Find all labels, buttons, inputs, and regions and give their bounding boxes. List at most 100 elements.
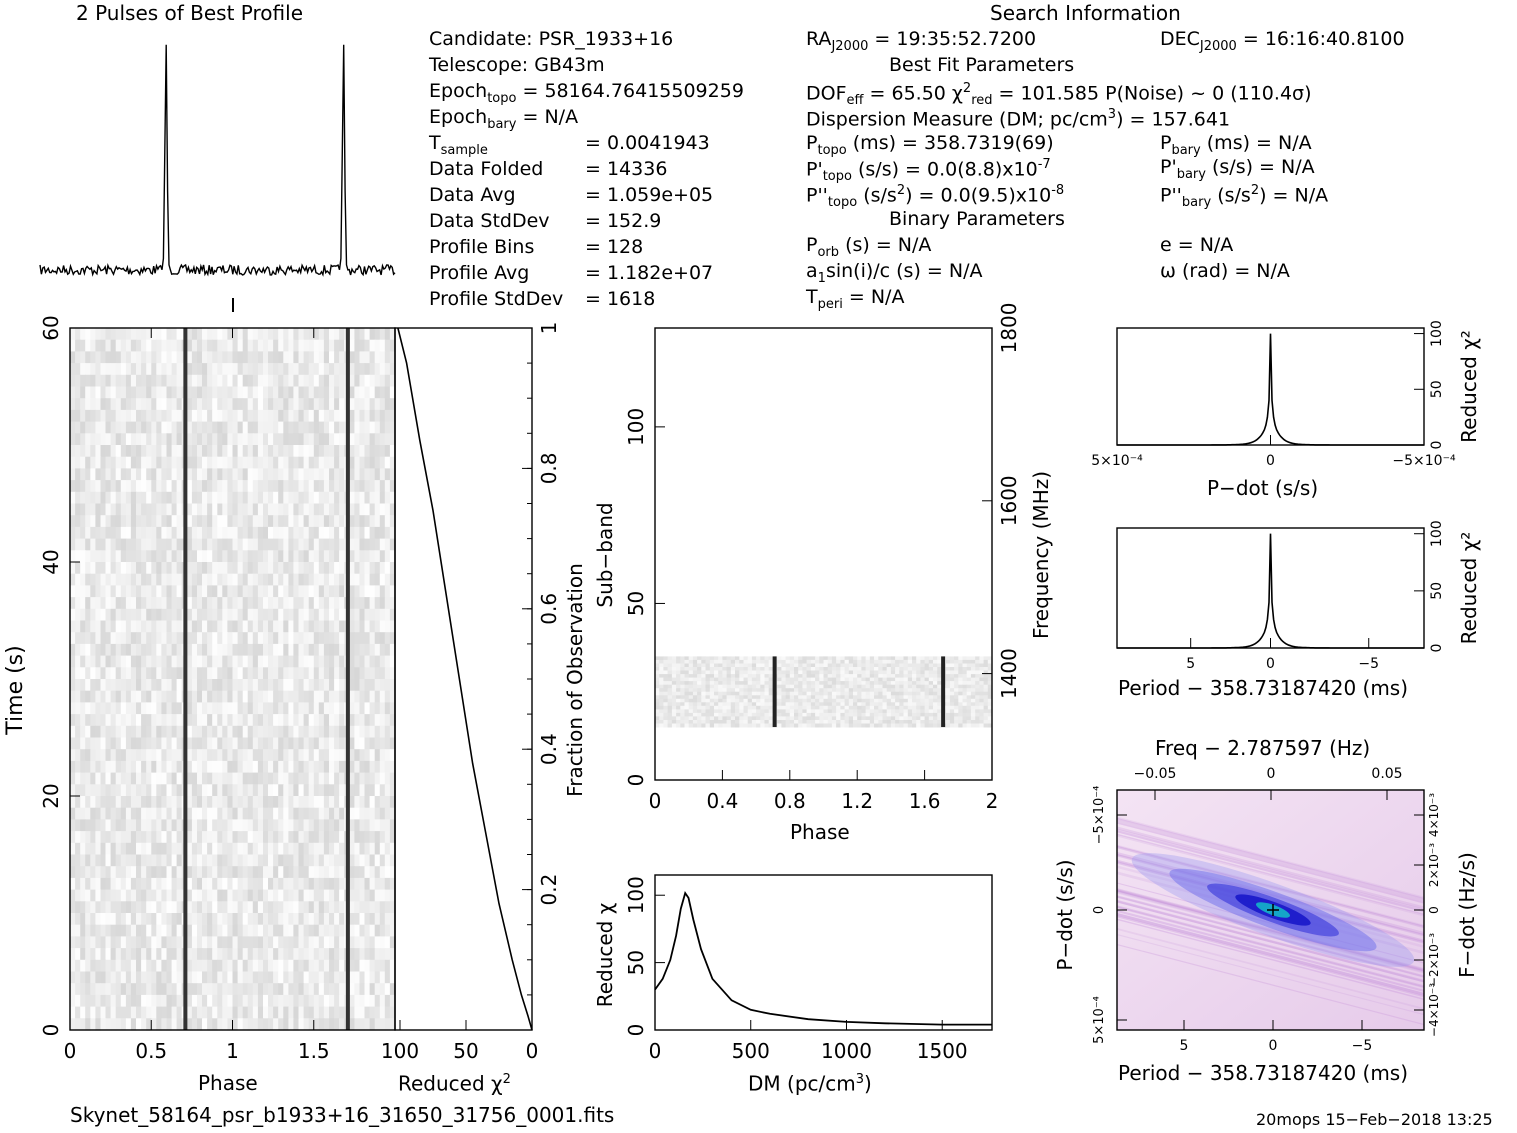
heat-cell <box>288 386 295 399</box>
heat-cell <box>136 433 142 446</box>
heat-cell <box>308 936 315 949</box>
heat-cell <box>242 796 249 809</box>
heat-cell <box>176 374 183 388</box>
heat-cell <box>120 339 127 352</box>
subband-cell <box>949 702 955 707</box>
heat-cell <box>212 796 218 809</box>
heat-cell <box>90 491 96 505</box>
heat-cell <box>186 538 193 551</box>
subband-cell <box>815 674 820 679</box>
heat-cell <box>120 679 127 692</box>
heat-cell <box>186 877 193 891</box>
heat-cell <box>146 643 152 657</box>
heat-cell <box>130 948 137 961</box>
subband-cell <box>768 670 774 675</box>
heat-cell <box>273 620 279 633</box>
heat-cell <box>369 491 376 505</box>
subband-cell <box>874 688 879 693</box>
heat-cell <box>120 468 127 481</box>
heat-cell <box>197 620 203 633</box>
heat-cell <box>110 924 117 937</box>
heat-cell <box>85 725 91 739</box>
heat-cell <box>197 386 203 399</box>
heat-cell <box>308 597 315 610</box>
heat-cell <box>232 831 239 844</box>
subband-cell <box>857 684 862 689</box>
heat-cell <box>191 445 198 458</box>
heat-cell <box>136 445 142 458</box>
heat-cell <box>176 702 183 715</box>
heat-cell <box>151 339 157 352</box>
subband-cell <box>806 688 812 693</box>
heat-cell <box>120 480 127 493</box>
heat-cell <box>323 655 330 668</box>
subband-cell <box>823 702 829 707</box>
subband-cell <box>676 698 681 703</box>
heat-cell <box>217 386 223 399</box>
heat-cell <box>257 901 264 914</box>
heat-cell <box>191 386 198 399</box>
subband-cell <box>739 681 744 686</box>
subband-cell <box>878 674 883 679</box>
heat-cell <box>252 468 259 481</box>
heat-cell <box>374 760 381 774</box>
subband-cell <box>874 656 879 661</box>
heat-cell <box>384 889 391 902</box>
subband-cell <box>895 695 900 700</box>
heat-cell <box>161 760 168 774</box>
subband-cell <box>827 677 833 682</box>
heat-cell <box>156 877 162 891</box>
subband-cell <box>701 677 706 682</box>
subband-cell <box>806 691 812 696</box>
heat-cell <box>293 866 300 879</box>
heat-cell <box>161 679 168 692</box>
subband-cell <box>688 695 694 700</box>
heat-cell <box>374 994 381 1008</box>
subband-cell <box>831 659 837 664</box>
heat-cell <box>85 760 91 774</box>
heat-cell <box>318 913 325 926</box>
heat-cell <box>141 831 147 844</box>
heat-cell <box>80 819 86 832</box>
heat-cell <box>354 585 361 598</box>
subband-cell <box>853 698 858 703</box>
heat-cell <box>329 796 335 809</box>
heat-cell <box>288 831 295 844</box>
heat-cell <box>120 983 127 996</box>
heat-cell <box>334 714 340 727</box>
heat-cell <box>349 573 355 586</box>
subband-cell <box>684 667 690 671</box>
subband-cell <box>655 702 660 707</box>
subband-cell <box>920 667 926 671</box>
subband-cell <box>874 691 879 696</box>
heat-cell <box>323 690 330 703</box>
heat-cell <box>202 1006 208 1019</box>
subband-cell <box>676 659 681 664</box>
heat-cell <box>247 351 254 364</box>
subband-cell <box>983 698 989 703</box>
heat-cell <box>105 737 112 750</box>
heat-cell <box>313 714 320 727</box>
heat-cell <box>247 1006 254 1019</box>
subband-cell <box>756 698 761 703</box>
heat-cell <box>334 1018 340 1031</box>
heat-cell <box>384 936 391 949</box>
heat-cell <box>384 643 391 657</box>
heat-cell <box>329 655 335 668</box>
heat-cell <box>323 620 330 633</box>
heat-cell <box>359 503 366 516</box>
heat-cell <box>369 363 376 376</box>
heat-cell <box>227 702 234 715</box>
subband-cell <box>823 688 829 693</box>
heat-cell <box>161 772 168 785</box>
subband-cell <box>844 695 850 700</box>
heat-cell <box>364 690 371 703</box>
heat-cell <box>359 714 366 727</box>
heat-cell <box>308 573 315 586</box>
heat-cell <box>323 632 330 645</box>
subband-cell <box>671 674 677 679</box>
heat-cell <box>283 526 289 540</box>
subband-cell <box>705 684 711 689</box>
heat-cell <box>191 1018 198 1031</box>
subband-cell <box>806 698 812 703</box>
